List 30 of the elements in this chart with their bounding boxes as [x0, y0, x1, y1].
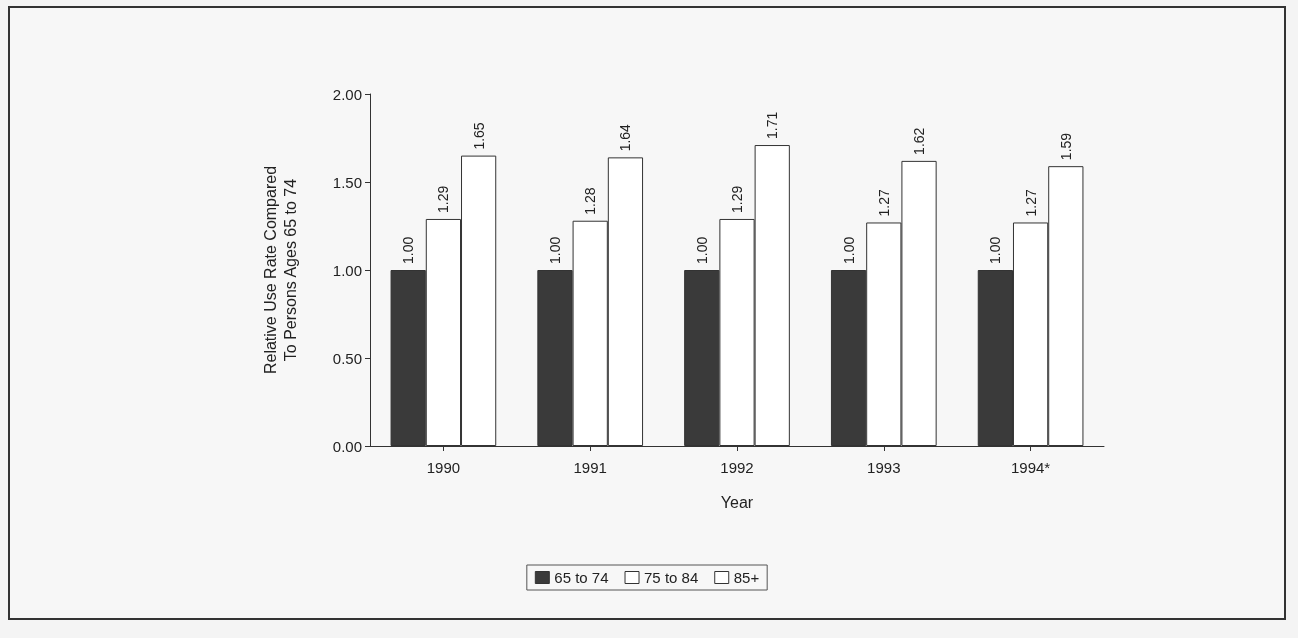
y-tick-label: 0.50	[332, 349, 362, 367]
x-tick-label: 1993	[867, 459, 901, 476]
y-axis-title: Relative Use Rate Compared To Persons Ages 65 to 74	[261, 165, 299, 375]
legend-label: 65 to 74	[554, 569, 609, 586]
data-label: 1.59	[1057, 132, 1074, 161]
legend-label: 85+	[733, 569, 760, 586]
x-tick-label: 1990	[426, 459, 461, 476]
data-label: 1.00	[987, 236, 1004, 264]
x-tick-label: 1991	[573, 459, 607, 476]
x-axis-title: Year	[720, 493, 754, 511]
y-tick-label: 1.50	[332, 173, 362, 191]
data-label: 1.27	[1022, 189, 1039, 217]
y-tick-label: 0.00	[332, 437, 362, 455]
data-label: 1.00	[840, 236, 857, 264]
data-label: 1.00	[400, 236, 417, 264]
data-label: 1.28	[582, 187, 599, 215]
x-tick-label: 1994*	[1010, 459, 1051, 476]
data-label: 1.64	[617, 123, 634, 152]
legend-label: 75 to 84	[644, 569, 699, 586]
x-tick-label: 1992	[720, 459, 754, 476]
data-label: 1.00	[546, 236, 563, 264]
y-tick-label: 2.00	[332, 85, 362, 103]
data-label: 1.00	[693, 236, 710, 264]
y-tick-label: 1.00	[332, 261, 362, 279]
data-label: 1.29	[435, 185, 452, 213]
data-label: 1.71	[764, 111, 781, 140]
data-label: 1.29	[729, 185, 745, 213]
data-label: 1.65	[470, 122, 487, 150]
data-label: 1.27	[875, 189, 892, 217]
data-label: 1.62	[911, 127, 928, 155]
